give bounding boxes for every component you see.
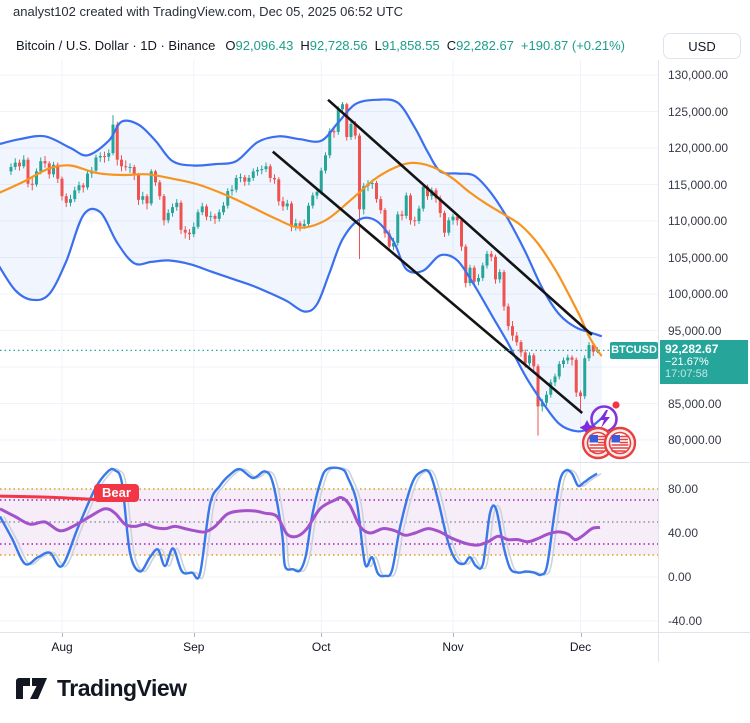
price-axis-label: 125,000.00 <box>668 104 729 119</box>
chart-body: 92,282.67 −21.67% 17:07:58 130,000.00 125… <box>0 60 750 662</box>
time-axis-label-oct: Oct <box>311 640 331 654</box>
channel-lower-trendline[interactable] <box>271 150 584 414</box>
bollinger-fill <box>0 99 602 432</box>
oscillator-axis-label: -40.00 <box>668 614 703 628</box>
ohlc-key: H <box>300 38 310 53</box>
last-price-box: 92,282.67 −21.67% 17:07:58 <box>660 340 748 384</box>
bear-callout-label[interactable]: Bear <box>94 484 139 502</box>
attribution-text: analyst102 created with TradingView.com,… <box>13 4 403 19</box>
month-tick <box>62 633 63 637</box>
oscillator-axis-label: 40.00 <box>668 526 699 540</box>
month-tick <box>193 633 195 637</box>
time-axis-label-nov: Nov <box>442 640 464 654</box>
coin-icon <box>603 426 637 460</box>
price-axis-label: 120,000.00 <box>668 141 729 155</box>
time-axis-separator <box>0 632 750 633</box>
channel-upper-trendline[interactable] <box>327 98 593 336</box>
price-axis-label: 130,000.00 <box>668 68 729 82</box>
last-price-value: 92,282.67 <box>665 342 719 356</box>
time-axis-label-aug: Aug <box>51 640 73 654</box>
ohlc-key: C <box>446 38 457 53</box>
month-tick <box>580 633 582 637</box>
main-gridlines <box>0 60 658 462</box>
change-readout: +190.87 (+0.21%) <box>520 38 625 53</box>
chart-header: Bitcoin / U.S. Dollar · 1D · Binance O92,… <box>0 30 658 60</box>
bollinger-lower-band <box>0 207 603 433</box>
price-axis-label: 100,000.00 <box>668 287 729 301</box>
time-axis-label-dec: Dec <box>569 640 592 654</box>
ohlc-key: O <box>225 38 236 53</box>
oscillator-slow-line <box>0 496 601 547</box>
price-axis-label: 85,000.00 <box>668 396 722 411</box>
oscillator-axis-label: 0.00 <box>668 570 692 584</box>
month-tick <box>453 633 454 637</box>
candles <box>9 102 599 436</box>
panel-separator[interactable] <box>0 462 750 463</box>
ohlc-key: L <box>374 38 382 53</box>
currency-usd-button[interactable]: USD <box>663 33 741 59</box>
time-axis-label-sep: Sep <box>183 640 205 654</box>
time-axis[interactable]: Aug Sep Oct Nov Dec <box>0 633 658 662</box>
bollinger-basis-line <box>0 161 603 357</box>
main-price-chart[interactable] <box>0 60 658 462</box>
price-axis-label: 105,000.00 <box>668 250 729 265</box>
ohlc-value: 91,858.55 <box>381 38 440 53</box>
tradingview-wordmark: TradingView <box>57 675 187 701</box>
sparkle-icon <box>580 420 595 436</box>
last-price-change: −21.67% <box>665 355 709 368</box>
oscillator-axis-label: 80.00 <box>668 482 699 496</box>
tradingview-logo-icon <box>16 677 47 699</box>
bar-countdown: 17:07:58 <box>665 368 708 380</box>
price-axis-label: 95,000.00 <box>668 323 722 338</box>
ohlc-value: 92,096.43 <box>235 38 294 53</box>
month-tick <box>321 633 323 637</box>
ohlc-readout: O92,096.43 H92,728.56 L91,858.55 C92,282.67 <box>225 38 521 53</box>
price-axis-label: 110,000.00 <box>668 214 728 228</box>
price-axis[interactable]: 92,282.67 −21.67% 17:07:58 130,000.00 125… <box>659 60 750 632</box>
symbol-title: Bitcoin / U.S. Dollar · 1D · Binance <box>16 38 216 53</box>
oscillator-gridlines <box>0 463 658 632</box>
price-axis-separator <box>658 60 659 662</box>
us-coin-stickers[interactable] <box>580 425 638 461</box>
price-axis-label: 80,000.00 <box>668 433 722 447</box>
bollinger-upper-band <box>0 98 603 338</box>
sticker-red-dot <box>612 401 620 409</box>
price-line-symbol-label: BTCUSD <box>610 342 658 359</box>
lightning-icon <box>599 410 610 428</box>
oscillator-fast-line <box>0 466 598 580</box>
ohlc-value: 92,728.56 <box>309 38 368 53</box>
chart-widget: Bitcoin / U.S. Dollar · 1D · Binance O92,… <box>0 30 750 662</box>
ohlc-value: 92,282.67 <box>456 38 514 53</box>
footer-branding[interactable]: TradingView <box>15 675 187 702</box>
price-axis-label: 115,000.00 <box>668 177 728 192</box>
